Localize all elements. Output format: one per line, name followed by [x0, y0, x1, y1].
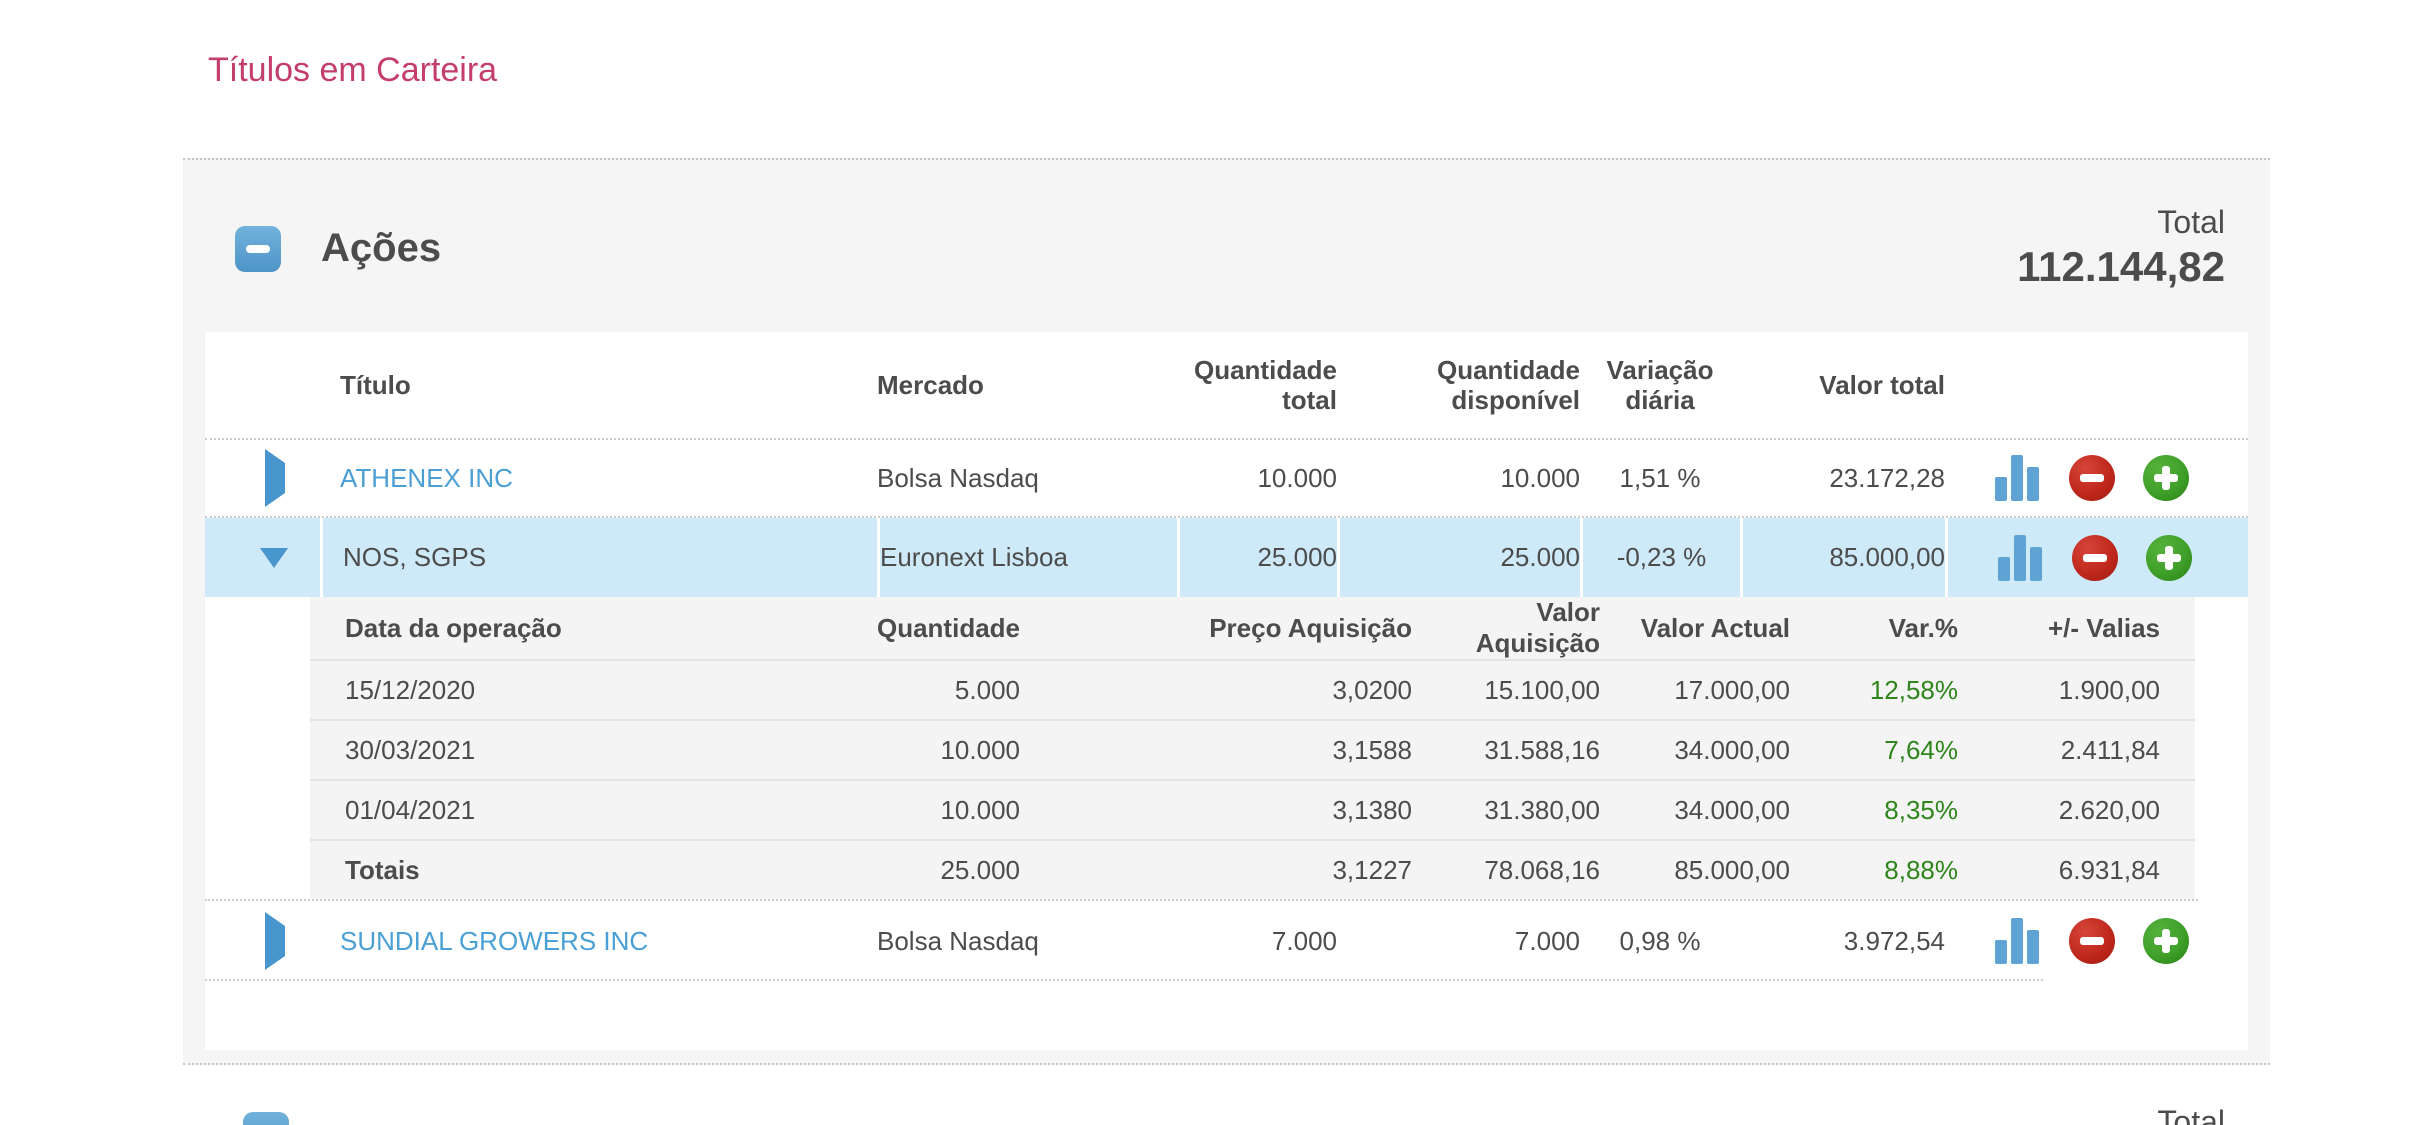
- cell-data: 01/04/2021: [345, 794, 476, 825]
- header-variacao-diaria: Variação diária: [1606, 355, 1714, 415]
- detail-header-valor-actual: Valor Actual: [1640, 612, 1790, 643]
- page-title: Títulos em Carteira: [208, 51, 498, 89]
- cell-valor-aquisicao: 31.380,00: [1484, 794, 1600, 825]
- operations-detail-table: Data da operação Quantidade Preço Aquisi…: [310, 597, 2195, 899]
- section-title: Ações: [321, 226, 442, 270]
- header-titulo: Título: [340, 370, 411, 400]
- cell-valor-actual: 85.000,00: [1674, 854, 1790, 885]
- cell-var-pct: 8,35%: [1884, 794, 1958, 825]
- cell-data: 15/12/2020: [345, 674, 476, 705]
- header-quantidade-disponivel: Quantidade disponível: [1436, 355, 1580, 415]
- chart-icon[interactable]: [1998, 534, 2044, 581]
- chart-icon[interactable]: [1995, 455, 2041, 501]
- cell-variacao-diaria: 0,98 %: [1619, 925, 1701, 956]
- chart-icon[interactable]: [1995, 918, 2041, 964]
- cell-quantidade-total: 25.000: [1177, 518, 1337, 597]
- total-label: Total: [2157, 1104, 2225, 1125]
- cell-variacao-diaria: -0,23 %: [1580, 518, 1740, 597]
- section-totals: Total 112.144,82: [2017, 202, 2225, 292]
- table-header-row: Título Mercado Quantidade total Quantida…: [205, 332, 2248, 440]
- detail-row: 01/04/2021 10.000 3,1380 31.380,00 34.00…: [310, 781, 2195, 841]
- detail-header-quantidade: Quantidade: [876, 612, 1020, 643]
- cell-totais-label: Totais: [345, 854, 420, 885]
- cell-valias: 2.411,84: [2060, 734, 2160, 765]
- table-row: SUNDIAL GROWERS INC Bolsa Nasdaq 7.000 7…: [205, 901, 2248, 981]
- cell-quantidade-disponivel: 7.000: [1514, 925, 1580, 956]
- cell-mercado: Bolsa Nasdaq: [877, 925, 1039, 956]
- cell-quantidade-disponivel: 25.000: [1337, 518, 1580, 597]
- detail-totals-row: Totais 25.000 3,1227 78.068,16 85.000,00…: [310, 841, 2195, 899]
- cell-valias: 2.620,00: [2058, 794, 2160, 825]
- expand-arrow-icon[interactable]: [265, 448, 285, 507]
- cell-var-pct: 12,58%: [1869, 674, 1958, 705]
- detail-header-data: Data da operação: [345, 612, 562, 643]
- cell-preco: 3,1588: [1332, 734, 1412, 765]
- row-separator: [205, 899, 2198, 901]
- minus-icon: [246, 245, 270, 253]
- cell-valor-actual: 34.000,00: [1674, 794, 1790, 825]
- cell-mercado: Euronext Lisboa: [877, 518, 1177, 597]
- sell-minus-icon[interactable]: [2072, 534, 2118, 581]
- cell-valor-total: 85.000,00: [1740, 518, 1945, 597]
- cell-quantidade-total: 10.000: [1257, 462, 1337, 493]
- cell-valias: 1.900,00: [2058, 674, 2160, 705]
- cell-preco: 3,1227: [1332, 854, 1412, 885]
- cell-valor-actual: 17.000,00: [1674, 674, 1790, 705]
- collapse-section-button[interactable]: [235, 226, 281, 272]
- cell-valias: 6.931,84: [2058, 854, 2160, 885]
- cell-valor-total: 3.972,54: [1843, 925, 1945, 956]
- cell-valor-aquisicao: 31.588,16: [1484, 734, 1600, 765]
- security-link[interactable]: SUNDIAL GROWERS INC: [340, 925, 649, 956]
- holdings-card: Título Mercado Quantidade total Quantida…: [205, 332, 2248, 1050]
- cell-valor-total: 23.172,28: [1829, 462, 1945, 493]
- collapse-section-button[interactable]: [243, 1112, 289, 1125]
- sell-minus-icon[interactable]: [2069, 455, 2115, 501]
- cell-variacao-diaria: 1,51 %: [1619, 462, 1701, 493]
- cell-var-pct: 7,64%: [1884, 734, 1958, 765]
- total-value: 112.144,82: [2017, 243, 2225, 290]
- buy-plus-icon[interactable]: [2143, 918, 2189, 964]
- security-link[interactable]: NOS, SGPS: [343, 542, 487, 572]
- sell-minus-icon[interactable]: [2069, 918, 2115, 964]
- collapse-arrow-icon[interactable]: [260, 547, 288, 568]
- detail-header-valor-aquisicao: Valor Aquisição: [1475, 597, 1600, 658]
- cell-quantidade: 25.000: [940, 854, 1020, 885]
- cell-mercado: Bolsa Nasdaq: [877, 462, 1039, 493]
- header-quantidade-total: Quantidade total: [1193, 355, 1337, 415]
- total-label: Total: [2157, 204, 2225, 240]
- detail-header-valias: +/- Valias: [2047, 612, 2160, 643]
- cell-preco: 3,0200: [1332, 674, 1412, 705]
- detail-row: 15/12/2020 5.000 3,0200 15.100,00 17.000…: [310, 661, 2195, 721]
- cell-var-pct: 8,88%: [1884, 854, 1958, 885]
- cell-quantidade: 10.000: [940, 734, 1020, 765]
- cell-quantidade: 10.000: [940, 794, 1020, 825]
- security-link[interactable]: ATHENEX INC: [340, 462, 513, 493]
- detail-row: 30/03/2021 10.000 3,1588 31.588,16 34.00…: [310, 721, 2195, 781]
- buy-plus-icon[interactable]: [2146, 534, 2192, 581]
- table-row-selected: NOS, SGPS Euronext Lisboa 25.000 25.000 …: [205, 518, 2248, 597]
- detail-header-preco: Preço Aquisição: [1209, 612, 1412, 643]
- cell-valor-aquisicao: 78.068,16: [1484, 854, 1600, 885]
- cell-data: 30/03/2021: [345, 734, 476, 765]
- detail-header-var-pct: Var.%: [1888, 612, 1958, 643]
- buy-plus-icon[interactable]: [2143, 455, 2189, 501]
- detail-header-row: Data da operação Quantidade Preço Aquisi…: [310, 597, 2195, 661]
- cell-quantidade-total: 7.000: [1271, 925, 1337, 956]
- acoes-panel: Ações Total 112.144,82 Título Mercado Qu…: [183, 158, 2270, 1065]
- cell-preco: 3,1380: [1332, 794, 1412, 825]
- expand-arrow-icon[interactable]: [265, 911, 285, 970]
- header-valor-total: Valor total: [1819, 370, 1945, 400]
- cell-valor-aquisicao: 15.100,00: [1484, 674, 1600, 705]
- cell-valor-actual: 34.000,00: [1674, 734, 1790, 765]
- header-mercado: Mercado: [877, 370, 984, 400]
- table-row: ATHENEX INC Bolsa Nasdaq 10.000 10.000 1…: [205, 440, 2248, 518]
- cell-quantidade-disponivel: 10.000: [1500, 462, 1580, 493]
- cell-quantidade: 5.000: [954, 674, 1020, 705]
